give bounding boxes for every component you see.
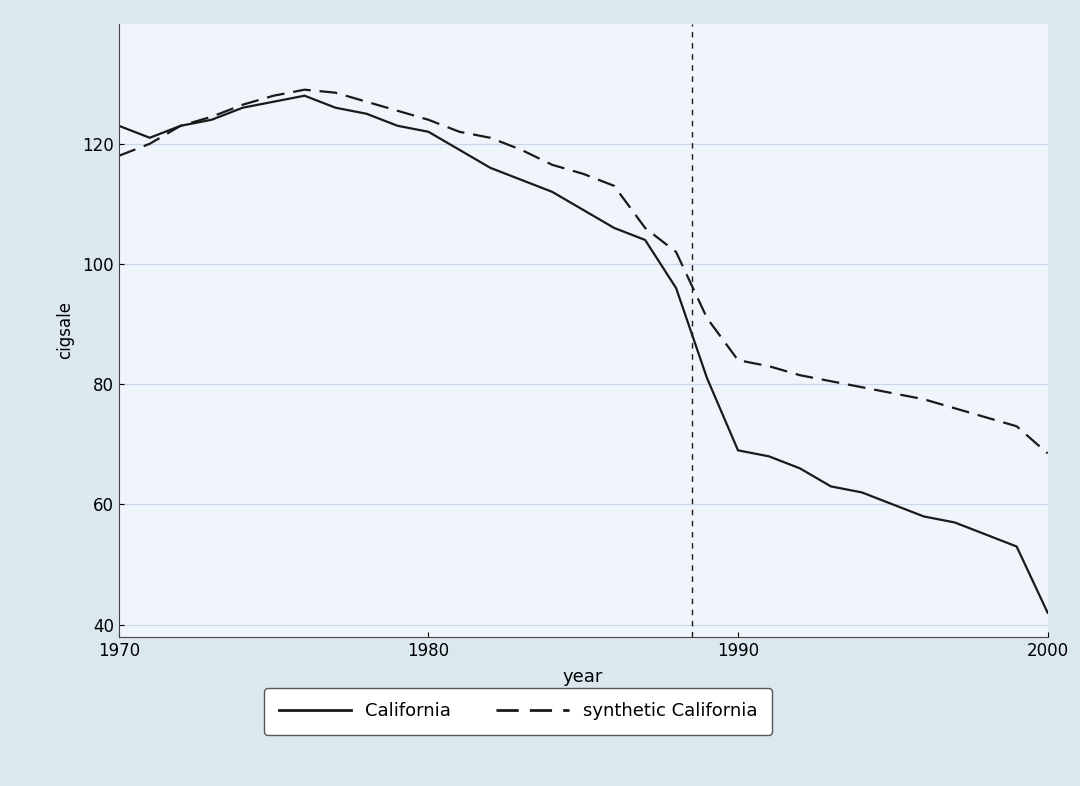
- California: [948, 518, 961, 527]
- California: [237, 103, 249, 112]
- synthetic California: [980, 413, 993, 422]
- California: [608, 223, 621, 233]
- California: [1010, 542, 1023, 551]
- synthetic California: [1041, 449, 1054, 458]
- California: [731, 446, 744, 455]
- California: [453, 145, 465, 155]
- California: [144, 133, 157, 142]
- X-axis label: year: year: [563, 668, 604, 686]
- California: [1041, 608, 1054, 617]
- synthetic California: [887, 388, 900, 398]
- California: [329, 103, 342, 112]
- California: [515, 175, 528, 185]
- California: [545, 187, 558, 196]
- California: [824, 482, 837, 491]
- synthetic California: [948, 403, 961, 413]
- synthetic California: [112, 151, 125, 160]
- synthetic California: [762, 362, 775, 371]
- California: [855, 487, 868, 497]
- synthetic California: [608, 181, 621, 190]
- synthetic California: [670, 248, 683, 257]
- synthetic California: [731, 355, 744, 365]
- California: [205, 115, 218, 124]
- California: [484, 163, 497, 173]
- California: [670, 283, 683, 292]
- synthetic California: [794, 370, 807, 380]
- synthetic California: [1010, 421, 1023, 431]
- synthetic California: [391, 106, 404, 116]
- synthetic California: [577, 169, 590, 178]
- California: [638, 235, 651, 244]
- synthetic California: [824, 376, 837, 386]
- synthetic California: [453, 127, 465, 137]
- Y-axis label: cigsale: cigsale: [56, 301, 73, 359]
- Line: California: California: [119, 96, 1048, 612]
- California: [267, 97, 280, 106]
- California: [577, 205, 590, 215]
- California: [794, 464, 807, 473]
- synthetic California: [144, 139, 157, 149]
- synthetic California: [917, 395, 930, 404]
- California: [112, 121, 125, 130]
- synthetic California: [237, 100, 249, 109]
- synthetic California: [484, 133, 497, 142]
- synthetic California: [515, 145, 528, 155]
- Legend: California, synthetic California: California, synthetic California: [265, 688, 772, 735]
- Line: synthetic California: synthetic California: [119, 90, 1048, 454]
- California: [980, 530, 993, 539]
- synthetic California: [267, 91, 280, 101]
- California: [762, 452, 775, 461]
- synthetic California: [205, 112, 218, 122]
- synthetic California: [545, 160, 558, 170]
- California: [917, 512, 930, 521]
- California: [298, 91, 311, 101]
- California: [360, 109, 373, 119]
- California: [887, 500, 900, 509]
- synthetic California: [329, 88, 342, 97]
- California: [422, 127, 435, 137]
- synthetic California: [298, 85, 311, 94]
- synthetic California: [422, 115, 435, 124]
- synthetic California: [855, 383, 868, 392]
- California: [391, 121, 404, 130]
- synthetic California: [638, 223, 651, 233]
- synthetic California: [360, 97, 373, 106]
- California: [174, 121, 187, 130]
- California: [701, 373, 714, 383]
- synthetic California: [174, 121, 187, 130]
- synthetic California: [701, 314, 714, 323]
